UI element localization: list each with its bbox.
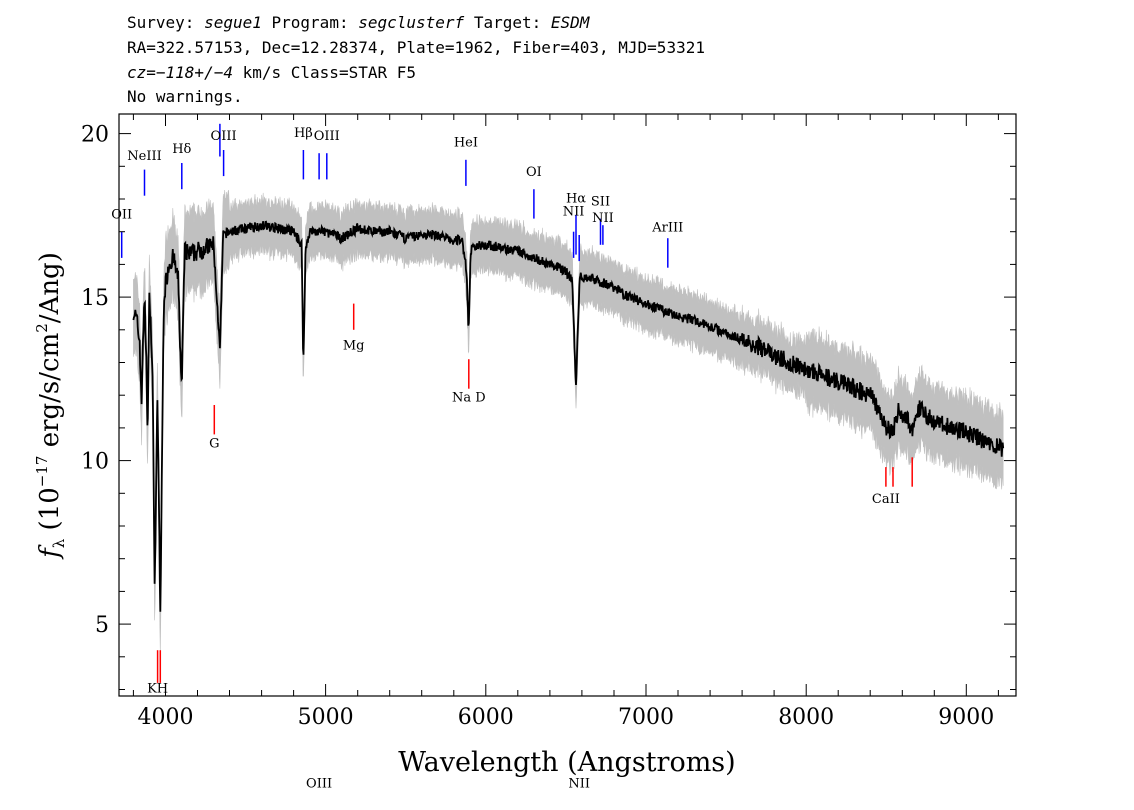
absorption-line-label: G (209, 437, 219, 452)
spectrum-series (132, 220, 1005, 612)
axes: 4000 5000 6000 7000 8000 9000 5 10 15 20 (81, 114, 1016, 730)
emission-line-label: OI (526, 165, 542, 180)
plot-frame (118, 113, 1017, 697)
target-label: Target: (473, 13, 542, 32)
emission-line-label: OIII (306, 777, 332, 792)
survey-value: segue1 (204, 13, 262, 32)
header-line-2: RA=322.57153, Dec=12.28374, Plate=1962, … (127, 38, 705, 57)
emission-line-label: Hδ (172, 142, 191, 157)
x-tick-label: 6000 (458, 705, 514, 730)
header-line-4: No warnings. (127, 87, 243, 106)
emission-line-label: ArIII (651, 221, 683, 236)
emission-line-label: NII (568, 777, 590, 792)
absorption-line-label: CaII (872, 492, 900, 507)
class-text: km/s Class=STAR F5 (242, 63, 416, 82)
program-label: Program: (271, 13, 349, 32)
spectrum-line (132, 220, 1005, 612)
y-axis-label: fλ (10−17 erg/s/cm2/Ang) (33, 252, 68, 560)
x-tick-label: 4000 (138, 705, 194, 730)
emission-line-label: Hα (566, 191, 586, 206)
x-tick-label: 9000 (938, 705, 994, 730)
emission-line-label: OII (111, 208, 132, 223)
header-line-3: cz=−118+/−4 km/s Class=STAR F5 (127, 64, 416, 82)
y-tick-label: 5 (95, 613, 109, 638)
absorption-line-label: KH (147, 682, 168, 697)
survey-label: Survey: (127, 13, 195, 32)
y-tick-label: 15 (81, 286, 109, 311)
redshift-value: cz=−118+/−4 (127, 63, 233, 82)
emission-line-label: SII (591, 195, 610, 210)
emission-line-label: NeIII (127, 149, 161, 164)
emission-line-label: OIII (314, 129, 340, 144)
noise-band-area (133, 189, 1004, 653)
absorption-line-label: Mg (343, 338, 365, 353)
emission-line-label: Hβ (294, 126, 313, 141)
program-value: segclusterf (358, 13, 465, 32)
emission-line-label: HeI (454, 136, 478, 151)
svg-text:fλ (10−17 erg/s/cm2/Ang): fλ (10−17 erg/s/cm2/Ang) (33, 252, 68, 560)
absorption-line-label: Na D (452, 391, 486, 406)
header-line-1: Survey: segue1 Program: segclusterf Targ… (127, 14, 589, 32)
target-value: ESDM (550, 13, 590, 32)
x-tick-label: 7000 (618, 705, 674, 730)
x-axis-label: Wavelength (Angstroms) (398, 747, 735, 778)
emission-line-label: NII (592, 211, 614, 226)
x-tick-label: 5000 (298, 705, 354, 730)
noise-band (133, 189, 1004, 653)
y-tick-label: 20 (81, 123, 109, 148)
x-tick-label: 8000 (778, 705, 834, 730)
y-tick-label: 10 (81, 450, 109, 475)
emission-line-label: NII (563, 204, 585, 219)
emission-line-label: OIII (211, 129, 237, 144)
